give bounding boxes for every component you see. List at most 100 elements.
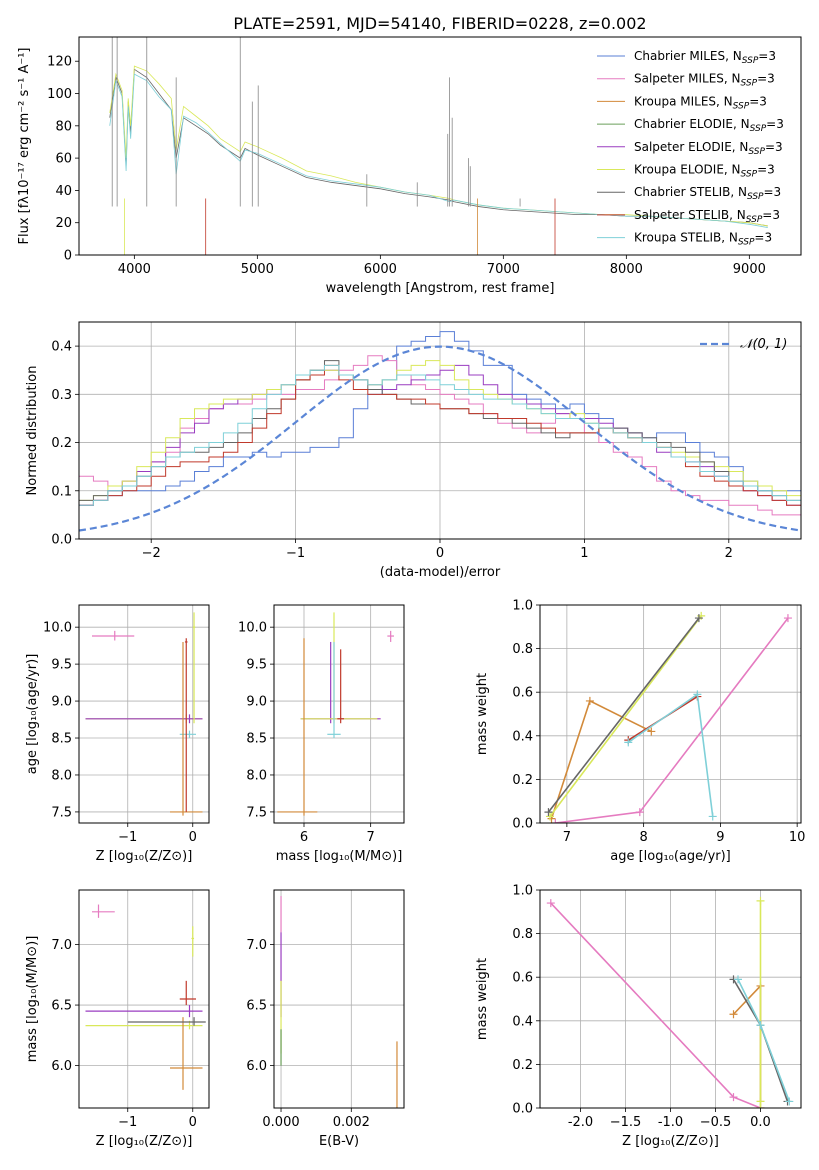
y-axis-label: mass weight (475, 673, 490, 755)
legend-label-suffix: =3 (766, 117, 784, 131)
legend-label-suffix: =3 (758, 49, 776, 63)
y-tick-label: 9.5 (246, 658, 267, 673)
point-marker (756, 1097, 765, 1106)
legend-label-main: Salpeter STELIB, N (634, 208, 746, 222)
x-axis-label: mass [log₁₀(M/M⊙)] (276, 849, 403, 864)
legend-label-main: Kroupa ELODIE, N (634, 163, 741, 177)
point-marker (624, 738, 633, 747)
legend-label: Salpeter STELIB, NSSP=3 (634, 208, 780, 225)
panel-mass_vs_Z: −1 0 6.0 6.5 7.0 Z [log₁₀(Z/Z⊙)] mass [log₁₀(M… (25, 889, 210, 1149)
legend-label-sub: SSP (741, 170, 758, 180)
y-tick-label: 20 (55, 216, 72, 231)
x-tick-label: 4000 (118, 262, 151, 277)
mass-weight-line (547, 617, 700, 813)
legend-label-main: Kroupa STELIB, N (634, 231, 738, 245)
legend-label: Chabrier STELIB, NSSP=3 (634, 185, 781, 202)
plot-frame (78, 604, 210, 824)
legend-label: Salpeter ELODIE, NSSP=3 (634, 140, 783, 157)
x-tick-label: −1.5 (610, 1115, 642, 1130)
histogram-step (79, 364, 801, 511)
y-tick-label: 0.4 (512, 729, 533, 744)
point-marker (729, 1093, 738, 1102)
x-tick-label: 6000 (364, 262, 397, 277)
x-tick-label: 8000 (610, 262, 643, 277)
mass-weight-line (549, 615, 702, 817)
x-tick-label: −1 (286, 546, 305, 561)
y-tick-label: 0 (64, 249, 72, 264)
y-tick-label: 9.5 (51, 658, 72, 673)
legend-label: 𝒩(0, 1) (740, 337, 787, 352)
plot-area (280, 896, 398, 1108)
legend-label-main: Salpeter MILES, N (634, 72, 741, 86)
legend-label-main: Chabrier ELODIE, N (634, 117, 750, 131)
x-axis-label: Z [log₁₀(Z/Z⊙)] (96, 1134, 193, 1149)
point-marker (544, 808, 553, 817)
y-tick-label: 0.1 (51, 484, 72, 499)
y-tick-label: 100 (47, 87, 72, 102)
legend-label-main: Chabrier MILES, N (634, 49, 742, 63)
mass-weight-line (627, 692, 714, 817)
panel-spectrum: 4000 5000 6000 7000 8000 9000 0 20 40 60 80 100 120 w… (17, 36, 802, 296)
plot-area (85, 904, 206, 1090)
point-marker (546, 899, 555, 908)
panel-mass_weight_vs_age: 7 8 9 10 0.0 0.2 0.4 0.6 0.8 1.0 age [log₁₀(age/yr… (475, 599, 805, 865)
legend-label-sub: SSP (746, 215, 763, 225)
x-tick-label: 1 (580, 546, 588, 561)
legend-label-sub: SSP (747, 192, 764, 202)
legend-label-sub: SSP (750, 124, 767, 134)
x-axis-label: age [log₁₀(age/yr)] (610, 849, 731, 864)
legend-label-main: Salpeter ELODIE, N (634, 140, 748, 154)
panel-mass_vs_EBV: 0.000 0.002 6.0 6.5 7.0 E(B-V) (246, 889, 405, 1149)
point-marker (585, 696, 594, 705)
y-tick-label: 6.5 (51, 999, 72, 1014)
point-marker (708, 812, 717, 821)
x-tick-label: 7 (367, 830, 375, 845)
y-tick-label: 0.8 (512, 927, 533, 942)
legend-label: Chabrier ELODIE, NSSP=3 (634, 117, 784, 134)
y-tick-label: 7.0 (246, 938, 267, 953)
y-tick-label: 1.0 (512, 884, 533, 899)
plot-frame (78, 36, 802, 256)
y-tick-label: 0.4 (512, 1014, 533, 1029)
y-tick-label: 0.2 (512, 773, 533, 788)
plot-area (79, 331, 801, 532)
plot-frame (78, 321, 802, 540)
y-tick-label: 8.0 (51, 768, 72, 783)
point-marker (756, 896, 765, 905)
panel-residuals: −2 −1 0 1 2 0.0 0.1 0.2 0.3 0.4 (data-model)/error… (25, 321, 802, 580)
x-tick-label: 0.000 (262, 1115, 299, 1130)
y-tick-label: 7.5 (246, 805, 267, 820)
legend-label-suffix: =3 (749, 94, 767, 108)
y-tick-label: 0.2 (51, 436, 72, 451)
spectrum-line (109, 73, 768, 228)
legend-label-sub: SSP (733, 101, 750, 111)
x-tick-label: −2 (142, 546, 161, 561)
x-axis-label: wavelength [Angstrom, rest frame] (326, 281, 555, 296)
point-marker (783, 614, 792, 623)
x-tick-label: 9 (716, 830, 724, 845)
x-tick-label: 10 (789, 830, 806, 845)
y-tick-label: 120 (47, 55, 72, 70)
y-tick-label: 0.4 (51, 340, 72, 355)
legend-label: Kroupa ELODIE, NSSP=3 (634, 163, 775, 180)
y-axis-label: Normed distribution (25, 366, 40, 496)
y-tick-label: 0.0 (51, 533, 72, 548)
x-axis-label: Z [log₁₀(Z/Z⊙)] (96, 849, 193, 864)
legend-label-suffix: =3 (757, 72, 775, 86)
y-axis-label: mass weight (475, 958, 490, 1040)
x-tick-label: 9000 (733, 262, 766, 277)
panel-age_vs_mass: 6 7 7.5 8.0 8.5 9.0 9.5 10.0 mass [log₁₀(M/M⊙)] (238, 604, 405, 864)
y-tick-label: 9.0 (51, 695, 72, 710)
y-tick-label: 6.5 (246, 999, 267, 1014)
plot-area (277, 612, 394, 816)
point-marker (693, 690, 702, 699)
legend-label-suffix: =3 (754, 231, 772, 245)
y-tick-label: 8.0 (246, 768, 267, 783)
legend-label-main: Chabrier STELIB, N (634, 185, 747, 199)
y-tick-label: 0.2 (512, 1058, 533, 1073)
point-marker (734, 975, 742, 984)
point-marker (545, 812, 554, 821)
y-tick-label: 0.8 (512, 642, 533, 657)
